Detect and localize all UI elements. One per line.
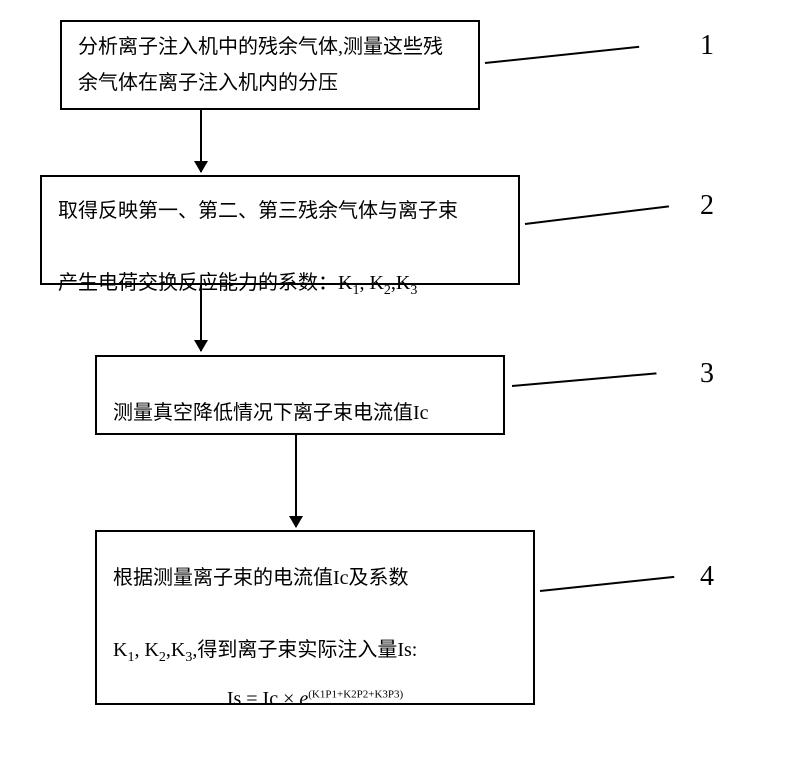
label-number-1: 1 (700, 30, 714, 62)
step-4-mid1: , K (134, 639, 158, 661)
formula-var1: Is (227, 688, 241, 710)
label-connector-3 (512, 372, 657, 387)
formula-eq: = (241, 688, 262, 710)
step-3-var: Ic (413, 402, 429, 424)
step-4-line2-pre: K (113, 639, 127, 661)
step-4-line2-post: ,得到离子束实际注入量Is: (192, 639, 417, 661)
label-number-3: 3 (700, 358, 714, 390)
step-2-mid1: , K (359, 272, 383, 294)
step-1-text: 分析离子注入机中的残余气体,测量这些残余气体在离子注入机内的分压 (78, 29, 462, 101)
step-4-mid2: ,K (166, 639, 185, 661)
step-3-pre: 测量真空降低情况下离子束电流值 (113, 402, 413, 424)
step-2-line1: 取得反映第一、第二、第三残余气体与离子束 (58, 200, 458, 222)
flow-step-2: 取得反映第一、第二、第三残余气体与离子束 产生电荷交换反应能力的系数：K1, K… (40, 175, 520, 285)
label-connector-4 (540, 576, 674, 592)
step-4-line1-var: Ic (333, 567, 349, 589)
step-4-line1-pre: 根据测量离子束的电流值 (113, 567, 333, 589)
formula-var2: Ic (263, 688, 279, 710)
arrow-3-to-4 (295, 435, 297, 527)
step-4-sub2: 2 (159, 650, 166, 665)
flowchart-container: 分析离子注入机中的残余气体,测量这些残余气体在离子注入机内的分压 取得反映第一、… (0, 0, 800, 773)
label-number-2: 2 (700, 190, 714, 222)
step-4-formula: Is = Ic × e(K1P1+K2P2+K3P3) (113, 688, 517, 711)
step-4-text: 根据测量离子束的电流值Ic及系数 K1, K2,K3,得到离子束实际注入量Is: (113, 524, 517, 670)
formula-mult: × (278, 688, 299, 710)
formula-exp: (K1P1+K2P2+K3P3) (308, 688, 403, 700)
flow-step-1: 分析离子注入机中的残余气体,测量这些残余气体在离子注入机内的分压 (60, 20, 480, 110)
label-connector-2 (525, 205, 669, 225)
step-2-line2-pre: 产生电荷交换反应能力的系数：K (58, 272, 352, 294)
label-number-4: 4 (700, 561, 714, 593)
step-2-sub3: 3 (410, 283, 417, 298)
step-2-mid2: ,K (391, 272, 410, 294)
step-3-text: 测量真空降低情况下离子束电流值Ic (113, 359, 429, 431)
step-2-sub2: 2 (384, 283, 391, 298)
flow-step-3: 测量真空降低情况下离子束电流值Ic (95, 355, 505, 435)
flow-step-4: 根据测量离子束的电流值Ic及系数 K1, K2,K3,得到离子束实际注入量Is:… (95, 530, 535, 705)
label-connector-1 (485, 46, 639, 64)
formula-base: e (299, 688, 308, 710)
step-2-text: 取得反映第一、第二、第三残余气体与离子束 产生电荷交换反应能力的系数：K1, K… (58, 157, 458, 303)
step-4-line1-post: 及系数 (349, 567, 409, 589)
arrow-2-to-3 (200, 285, 202, 351)
